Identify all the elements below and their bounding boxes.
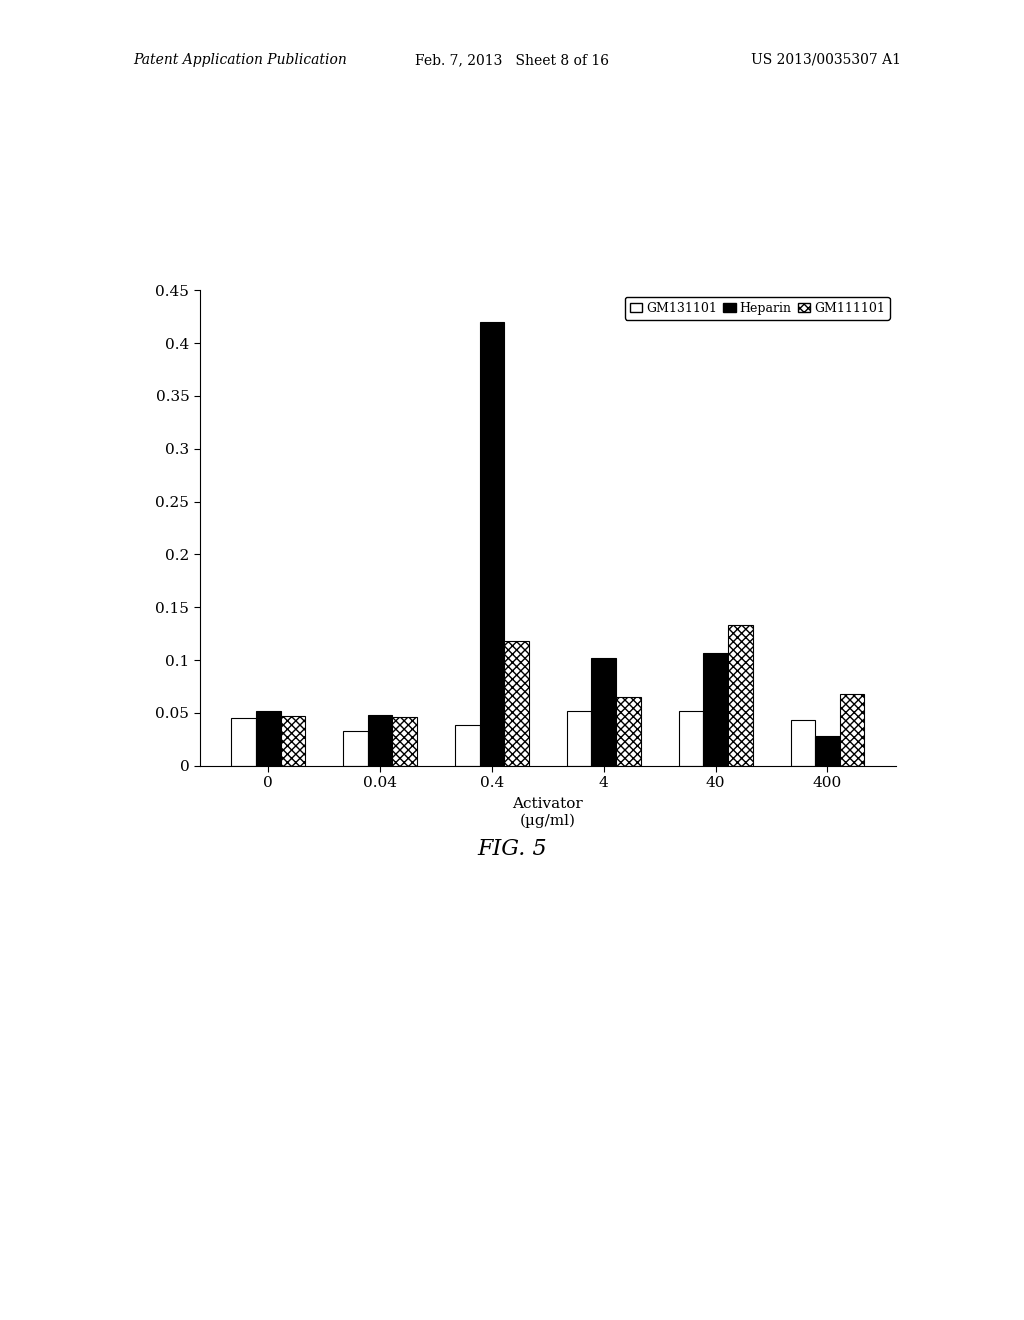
Bar [728,626,753,766]
Text: Patent Application Publication: Patent Application Publication [133,53,347,67]
Bar [567,710,592,766]
Bar [504,642,528,766]
Bar [791,721,815,766]
Text: US 2013/0035307 A1: US 2013/0035307 A1 [752,53,901,67]
Text: Feb. 7, 2013   Sheet 8 of 16: Feb. 7, 2013 Sheet 8 of 16 [415,53,609,67]
Bar [343,731,368,766]
X-axis label: Activator
(µg/ml): Activator (µg/ml) [512,797,584,828]
Bar [455,726,479,766]
Text: FIG. 5: FIG. 5 [477,838,547,861]
Bar [679,710,703,766]
Bar [592,657,616,766]
Bar [815,737,840,766]
Bar [368,715,392,766]
Bar [231,718,256,766]
Bar [256,710,281,766]
Bar [392,717,417,766]
Bar [281,715,305,766]
Bar [616,697,641,766]
Bar [840,694,864,766]
Bar [703,652,728,766]
Legend: GM131101, Heparin, GM111101: GM131101, Heparin, GM111101 [625,297,890,319]
Bar [479,322,504,766]
